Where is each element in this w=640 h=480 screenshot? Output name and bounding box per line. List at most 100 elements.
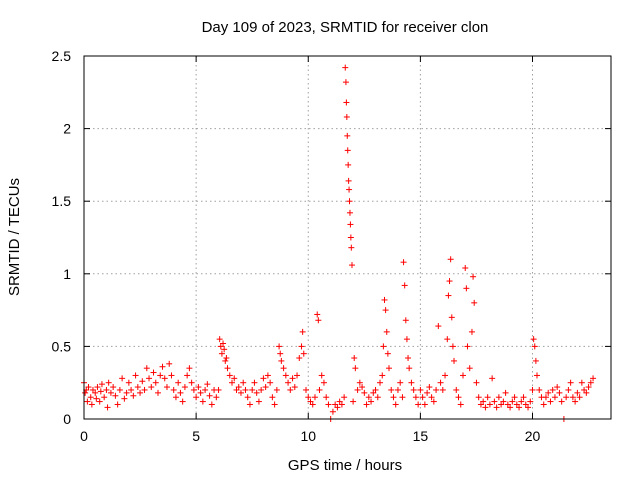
data-point — [202, 386, 209, 393]
data-point — [172, 394, 179, 401]
x-tick-label: 5 — [192, 428, 200, 444]
data-point — [342, 64, 349, 71]
data-point — [119, 375, 126, 382]
data-point — [525, 404, 532, 411]
data-point — [88, 401, 95, 408]
data-point — [356, 379, 363, 386]
data-point — [348, 262, 355, 269]
data-point — [405, 355, 412, 362]
data-point — [345, 161, 352, 168]
data-point — [350, 398, 357, 405]
data-point — [132, 372, 139, 379]
data-point — [318, 372, 325, 379]
data-point — [184, 372, 191, 379]
data-point — [457, 401, 464, 408]
data-point — [547, 398, 554, 405]
x-tick-label: 10 — [300, 428, 316, 444]
data-point — [139, 378, 146, 385]
data-point — [532, 357, 539, 364]
data-point — [166, 360, 173, 367]
data-point — [143, 365, 150, 372]
data-point — [361, 389, 368, 396]
data-point — [445, 292, 452, 299]
data-point — [128, 386, 135, 393]
data-point — [299, 328, 306, 335]
data-point — [578, 379, 585, 386]
data-point — [296, 355, 303, 362]
data-point — [177, 389, 184, 396]
y-tick-label: 2.5 — [52, 48, 72, 64]
data-point — [380, 343, 387, 350]
data-point — [329, 408, 336, 415]
y-tick-label: 2 — [63, 121, 71, 137]
data-point — [188, 379, 195, 386]
data-point — [255, 398, 262, 405]
data-point — [258, 386, 265, 393]
data-point — [509, 398, 516, 405]
data-point — [96, 398, 103, 405]
data-point — [315, 317, 322, 324]
data-point — [84, 398, 91, 405]
data-point — [345, 177, 352, 184]
data-point — [314, 311, 321, 318]
data-point — [141, 386, 148, 393]
data-point — [343, 113, 350, 120]
data-point — [157, 372, 164, 379]
data-point — [527, 398, 534, 405]
data-point — [435, 323, 442, 330]
data-point — [352, 365, 359, 372]
data-point — [325, 401, 332, 408]
data-point — [93, 395, 100, 402]
data-point — [542, 394, 549, 401]
data-point — [323, 394, 330, 401]
data-point — [406, 365, 413, 372]
data-point — [502, 389, 509, 396]
data-point — [294, 372, 301, 379]
plot-frame — [83, 55, 612, 420]
data-point — [446, 278, 453, 285]
data-point — [529, 386, 536, 393]
data-point — [455, 394, 462, 401]
data-point — [338, 401, 345, 408]
data-point — [253, 389, 260, 396]
data-point — [421, 401, 428, 408]
data-point — [110, 384, 117, 391]
data-point — [383, 328, 390, 335]
data-point — [92, 389, 99, 396]
data-point — [235, 384, 242, 391]
data-point — [365, 394, 372, 401]
data-point — [347, 234, 354, 241]
data-point — [273, 386, 280, 393]
data-point — [558, 398, 565, 405]
data-point — [533, 372, 540, 379]
data-point — [372, 386, 379, 393]
data-point — [224, 365, 231, 372]
data-point — [282, 372, 289, 379]
data-point — [251, 379, 258, 386]
data-point — [459, 372, 466, 379]
data-point — [195, 384, 202, 391]
data-point — [105, 379, 112, 386]
data-point — [181, 384, 188, 391]
data-point — [374, 394, 381, 401]
data-point — [363, 401, 370, 408]
data-point — [116, 386, 123, 393]
data-point — [520, 394, 527, 401]
data-point — [278, 357, 285, 364]
data-point — [213, 394, 220, 401]
data-point — [482, 404, 489, 411]
data-point — [486, 401, 493, 408]
data-point — [112, 392, 119, 399]
data-point — [569, 394, 576, 401]
data-point — [466, 365, 473, 372]
data-point — [428, 394, 435, 401]
data-point — [531, 343, 538, 350]
data-point — [267, 379, 274, 386]
data-point — [475, 394, 482, 401]
data-point — [480, 398, 487, 405]
data-point — [280, 365, 287, 372]
data-point — [442, 372, 449, 379]
data-point — [554, 384, 561, 391]
data-point — [451, 357, 458, 364]
data-point — [430, 398, 437, 405]
